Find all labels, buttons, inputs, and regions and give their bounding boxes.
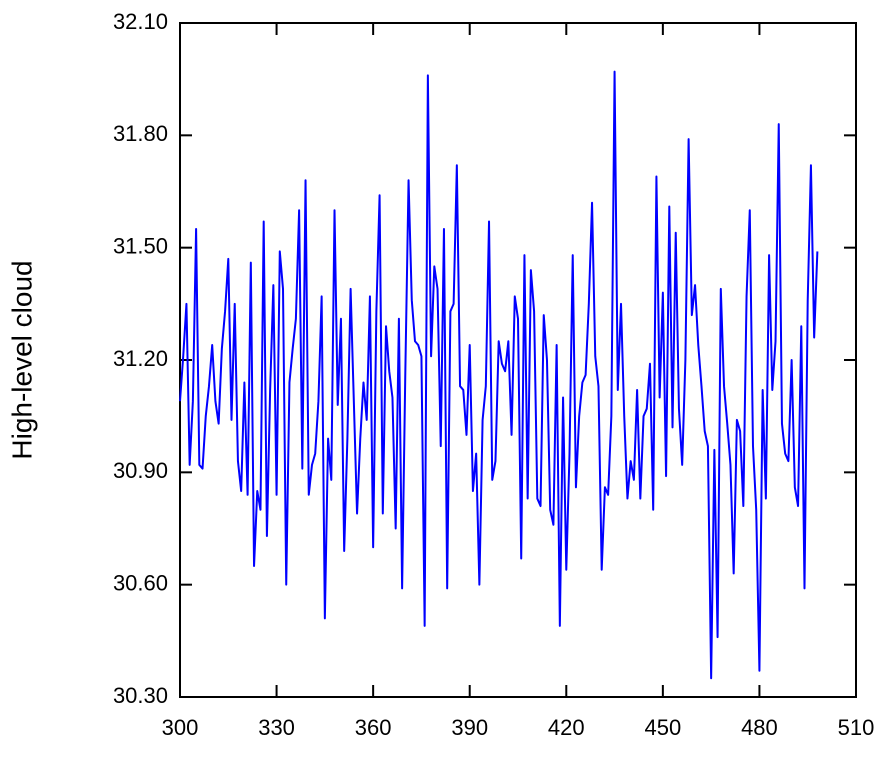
x-tick-label: 480 bbox=[741, 715, 778, 740]
x-tick-label: 510 bbox=[838, 715, 875, 740]
data-line bbox=[179, 70, 819, 680]
y-axis-title: High-level cloud bbox=[6, 260, 37, 459]
y-tick-label: 31.80 bbox=[113, 121, 168, 146]
y-tick-label: 31.50 bbox=[113, 233, 168, 258]
x-tick-label: 420 bbox=[548, 715, 585, 740]
y-tick-label: 30.60 bbox=[113, 570, 168, 595]
y-tick-label: 30.90 bbox=[113, 458, 168, 483]
x-tick-label: 360 bbox=[355, 715, 392, 740]
y-tick-label: 30.30 bbox=[113, 683, 168, 708]
x-tick-label: 390 bbox=[451, 715, 488, 740]
y-tick-label: 31.20 bbox=[113, 346, 168, 371]
x-tick-label: 330 bbox=[258, 715, 295, 740]
x-tick-label: 300 bbox=[162, 715, 199, 740]
y-tick-label: 32.10 bbox=[113, 9, 168, 34]
x-tick-label: 450 bbox=[644, 715, 681, 740]
